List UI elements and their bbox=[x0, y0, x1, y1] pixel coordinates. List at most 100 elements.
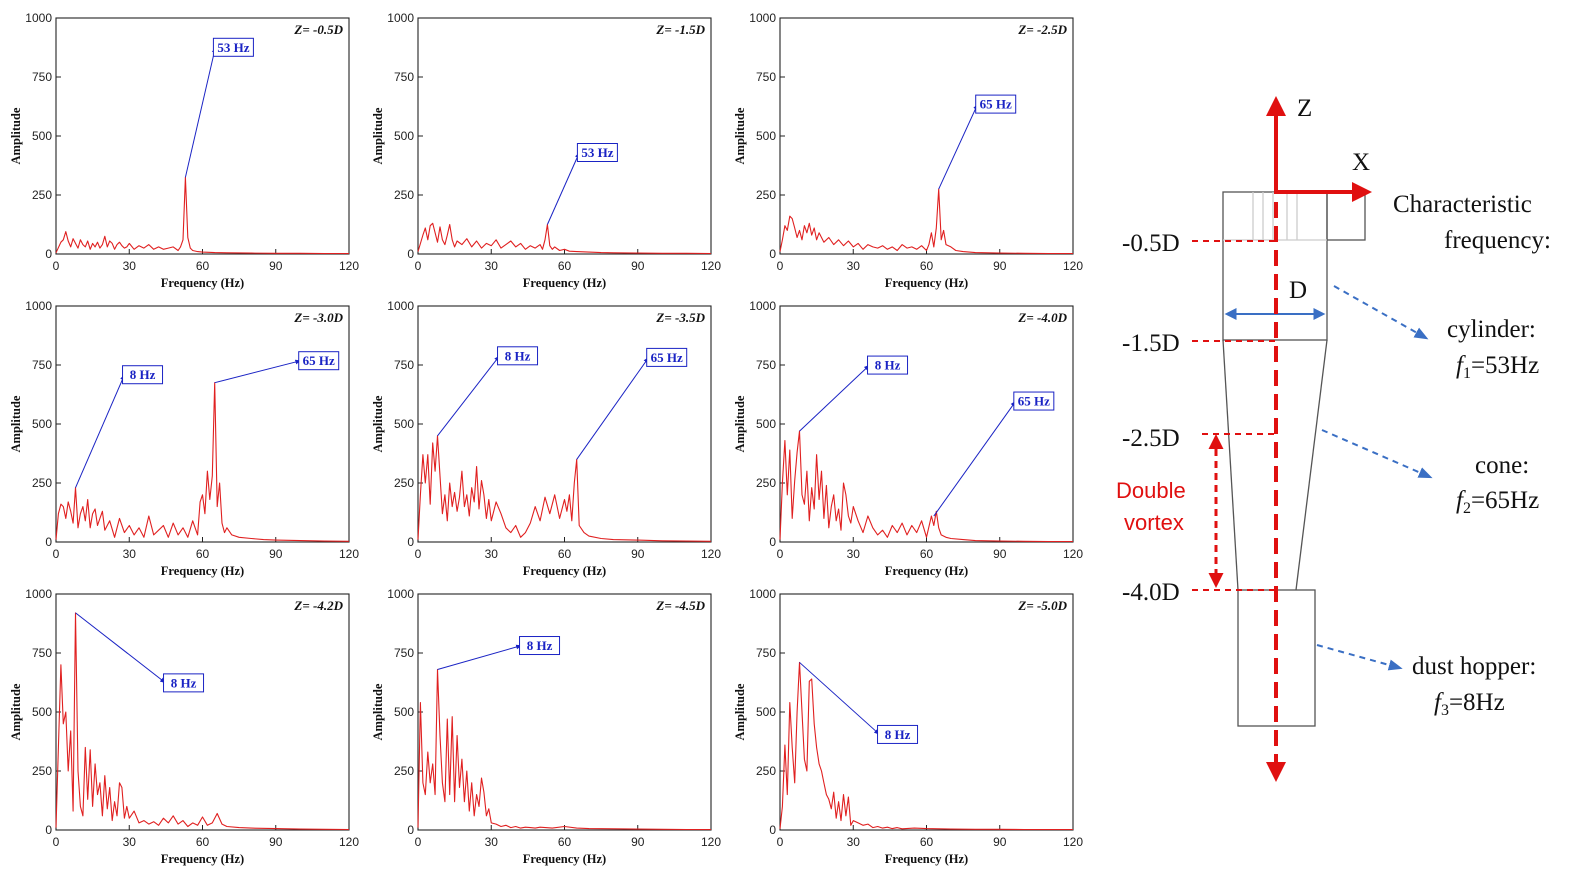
annotation-arrow bbox=[184, 46, 217, 178]
plot-frame bbox=[55, 17, 350, 255]
y-tick-label: 1000 bbox=[749, 11, 776, 25]
x-axis-title: Frequency (Hz) bbox=[161, 564, 244, 578]
x-tick-label: 120 bbox=[339, 835, 359, 849]
y-tick-label: 0 bbox=[407, 247, 414, 261]
hopper-freq-symbol: f bbox=[1434, 689, 1444, 716]
annotation-box bbox=[646, 347, 688, 367]
component-pointers bbox=[1316, 285, 1433, 671]
spectrum-panel: 0 30 60 90 120 0 250 500 750 1000 Frequency (Hz) Am… bbox=[362, 582, 724, 870]
y-tick-label: 1000 bbox=[387, 11, 414, 25]
plot-frame bbox=[417, 593, 712, 831]
y-tick-label: 250 bbox=[756, 188, 776, 202]
y-tick-label: 1000 bbox=[749, 587, 776, 601]
cylinder-freq-sub: 1 bbox=[1463, 365, 1471, 382]
x-tick-label: 0 bbox=[53, 835, 60, 849]
cyclone-outline bbox=[1222, 191, 1366, 727]
y-axis-title: Amplitude bbox=[9, 107, 23, 164]
series-line bbox=[417, 435, 712, 542]
level-markers bbox=[1192, 240, 1276, 591]
annotation-label: 65 Hz bbox=[651, 350, 683, 365]
annotation-label: 8 Hz bbox=[885, 727, 911, 742]
annotation-label: 8 Hz bbox=[171, 675, 197, 690]
y-tick-label: 0 bbox=[45, 247, 52, 261]
x-tick-label: 0 bbox=[415, 835, 422, 849]
spectrum-grid: 0 30 60 90 120 0 250 500 750 1000 Frequency (Hz) Am… bbox=[9, 6, 1086, 870]
annotation-arrow bbox=[799, 662, 880, 735]
y-tick-label: 250 bbox=[394, 764, 414, 778]
annotation-arrow bbox=[546, 151, 580, 225]
plot-frame bbox=[779, 593, 1074, 831]
char-freq-title-1: Characteristic bbox=[1393, 191, 1532, 218]
x-axis-title: Frequency (Hz) bbox=[885, 852, 968, 866]
x-tick-label: 30 bbox=[485, 835, 499, 849]
z-axis-label: Z bbox=[1297, 95, 1312, 122]
x-tick-label: 120 bbox=[1063, 259, 1083, 273]
annotation-box bbox=[867, 355, 909, 375]
plot-frame bbox=[779, 17, 1074, 255]
x-tick-label: 60 bbox=[558, 835, 572, 849]
x-tick-label: 60 bbox=[920, 259, 934, 273]
spectrum-panel: 0 30 60 90 120 0 250 500 750 1000 Frequency (Hz) Am… bbox=[724, 6, 1086, 294]
y-tick-label: 750 bbox=[32, 70, 52, 84]
x-tick-label: 90 bbox=[631, 835, 645, 849]
annotation-arrow bbox=[799, 364, 870, 432]
cyclone-schematic: D Z X -0.5D -1.5D -2.5D -4.0D Double vor… bbox=[1090, 0, 1586, 886]
x-tick-label: 90 bbox=[993, 259, 1007, 273]
x-tick-label: 60 bbox=[196, 259, 210, 273]
y-tick-label: 500 bbox=[394, 417, 414, 431]
x-axis-title: Frequency (Hz) bbox=[161, 852, 244, 866]
y-tick-label: 250 bbox=[32, 764, 52, 778]
annotation-label: 65 Hz bbox=[980, 97, 1012, 112]
x-axis-title: Frequency (Hz) bbox=[161, 276, 244, 290]
spectrum-chart: 0 30 60 90 120 0 250 500 750 1000 Frequency (Hz) Am… bbox=[733, 299, 1083, 578]
annotation-arrow bbox=[437, 355, 500, 437]
double-vortex-label-1: Double bbox=[1116, 478, 1186, 503]
series-line bbox=[779, 430, 1073, 543]
x-tick-label: 60 bbox=[558, 547, 572, 561]
y-tick-label: 500 bbox=[32, 417, 52, 431]
cone-name: cone: bbox=[1475, 452, 1529, 479]
hopper-freq-value: =8Hz bbox=[1449, 689, 1505, 716]
y-tick-label: 750 bbox=[32, 358, 52, 372]
series-line bbox=[55, 176, 349, 255]
cone-left-wall bbox=[1222, 339, 1239, 591]
panel-title: Z= -4.5D bbox=[655, 598, 705, 613]
y-tick-label: 0 bbox=[45, 535, 52, 549]
spectrum-chart: 0 30 60 90 120 0 250 500 750 1000 Frequency (Hz) Am… bbox=[9, 299, 359, 578]
x-tick-label: 90 bbox=[269, 835, 283, 849]
x-tick-label: 30 bbox=[485, 547, 499, 561]
level-label-2: -2.5D bbox=[1122, 425, 1180, 452]
x-tick-label: 60 bbox=[196, 547, 210, 561]
plot-frame bbox=[55, 305, 350, 543]
y-tick-label: 250 bbox=[32, 188, 52, 202]
spectrum-chart: 0 30 60 90 120 0 250 500 750 1000 Frequency (Hz) Am… bbox=[733, 587, 1083, 866]
annotation-box bbox=[122, 365, 164, 385]
y-axis-title: Amplitude bbox=[733, 683, 747, 740]
y-tick-label: 500 bbox=[394, 129, 414, 143]
y-tick-label: 1000 bbox=[387, 587, 414, 601]
panel-title: Z= -3.0D bbox=[293, 310, 343, 325]
y-tick-label: 1000 bbox=[25, 11, 52, 25]
y-tick-label: 250 bbox=[756, 476, 776, 490]
plot-frame bbox=[417, 17, 712, 255]
spectrum-chart: 0 30 60 90 120 0 250 500 750 1000 Frequency (Hz) Am… bbox=[9, 11, 359, 290]
y-tick-label: 750 bbox=[32, 646, 52, 660]
x-tick-label: 30 bbox=[123, 835, 137, 849]
cone-freq-symbol: f bbox=[1456, 487, 1466, 514]
x-tick-label: 30 bbox=[123, 259, 137, 273]
series-line bbox=[779, 188, 1073, 255]
plot-frame bbox=[779, 305, 1074, 543]
spectrum-panel: 0 30 60 90 120 0 250 500 750 1000 Frequency (Hz) Am… bbox=[362, 294, 724, 582]
y-axis-title: Amplitude bbox=[733, 107, 747, 164]
annotation-arrow bbox=[75, 374, 125, 488]
spectrum-panel: 0 30 60 90 120 0 250 500 750 1000 Frequency (Hz) Am… bbox=[724, 582, 1086, 870]
x-tick-label: 0 bbox=[53, 259, 60, 273]
y-tick-label: 750 bbox=[756, 358, 776, 372]
y-tick-label: 0 bbox=[407, 535, 414, 549]
x-tick-label: 30 bbox=[847, 547, 861, 561]
y-axis-title: Amplitude bbox=[9, 683, 23, 740]
hopper-name: dust hopper: bbox=[1412, 653, 1536, 680]
x-axis-label: X bbox=[1352, 149, 1370, 176]
y-tick-label: 0 bbox=[407, 823, 414, 837]
spectrum-chart: 0 30 60 90 120 0 250 500 750 1000 Frequency (Hz) Am… bbox=[9, 587, 359, 866]
